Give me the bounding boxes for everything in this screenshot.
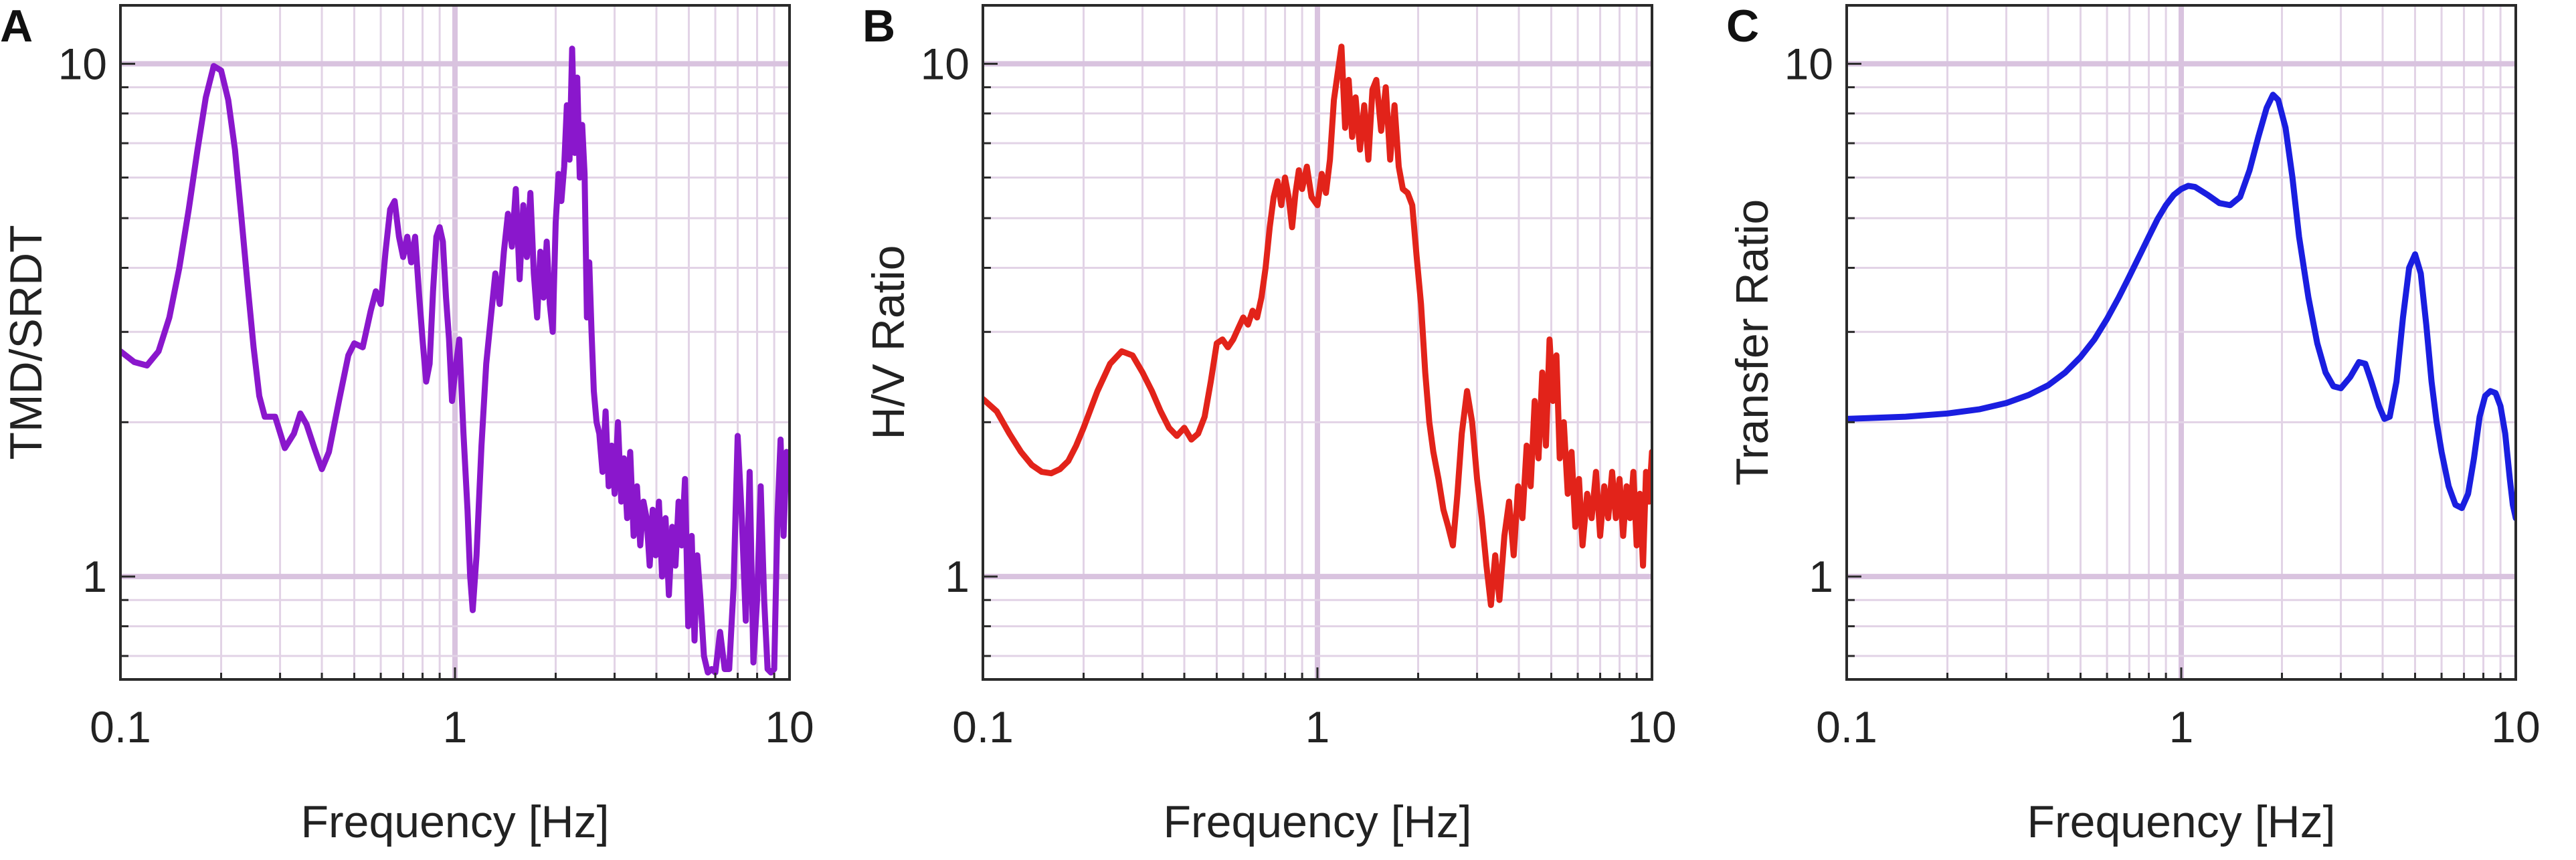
panel-c-ticks: [1845, 62, 2502, 679]
panel-a-ticks: [119, 62, 775, 679]
panel-c-x-axis-title: Frequency [Hz]: [2027, 796, 2335, 847]
panel-a-y-axis-title: TMD/SRDT: [1, 225, 52, 459]
panel-c-y-axis-title: Transfer Ratio: [1727, 199, 1778, 486]
panel-b: B 0.1 1 10 1 10 Frequency [Hz] H/V Ratio: [862, 1, 1677, 847]
panel-a: A 0.1 1 10 1 10 Frequency [Hz] TMD/SRDT: [0, 1, 814, 847]
panel-b-ticks: [982, 62, 1638, 679]
panel-c-grid: [1845, 5, 2516, 679]
panel-b-x-tick-label: 10: [1627, 702, 1676, 752]
panel-b-x-axis-title: Frequency [Hz]: [1163, 796, 1471, 847]
panel-b-x-tick-label: 1: [1305, 702, 1330, 752]
panel-c: C 0.1 1 10 1 10 Frequency [Hz] Transfer …: [1726, 1, 2541, 847]
panel-b-x-tick-label: 0.1: [952, 702, 1014, 752]
panel-a-x-axis-title: Frequency [Hz]: [300, 796, 609, 847]
panel-b-series-line: [983, 43, 1652, 609]
panel-c-series-line: [1847, 92, 2516, 522]
panel-c-x-tick-label: 1: [2169, 702, 2194, 752]
panel-c-y-tick-label: 10: [1784, 39, 1833, 88]
panel-b-series: [983, 43, 1652, 609]
panel-a-x-tick-label: 10: [765, 702, 814, 752]
panel-a-letter: A: [0, 1, 33, 51]
panel-c-series: [1847, 92, 2516, 522]
panel-a-y-tick-label: 10: [58, 39, 107, 88]
panel-a-x-tick-label: 1: [443, 702, 468, 752]
panel-b-y-tick-label: 1: [945, 552, 970, 601]
panel-a-x-tick-label: 0.1: [90, 702, 151, 752]
panel-c-letter: C: [1726, 1, 1759, 51]
panel-b-letter: B: [862, 1, 895, 51]
panel-b-y-tick-label: 10: [921, 39, 970, 88]
panel-b-grid: [982, 5, 1652, 679]
panel-c-y-tick-label: 1: [1809, 552, 1833, 601]
panel-a-series-line: [120, 45, 790, 676]
panel-a-y-tick-label: 1: [82, 552, 107, 601]
panel-c-x-tick-label: 0.1: [1816, 702, 1877, 752]
panel-a-series: [120, 45, 790, 676]
panel-b-y-axis-title: H/V Ratio: [863, 245, 914, 440]
panel-c-x-tick-label: 10: [2491, 702, 2540, 752]
